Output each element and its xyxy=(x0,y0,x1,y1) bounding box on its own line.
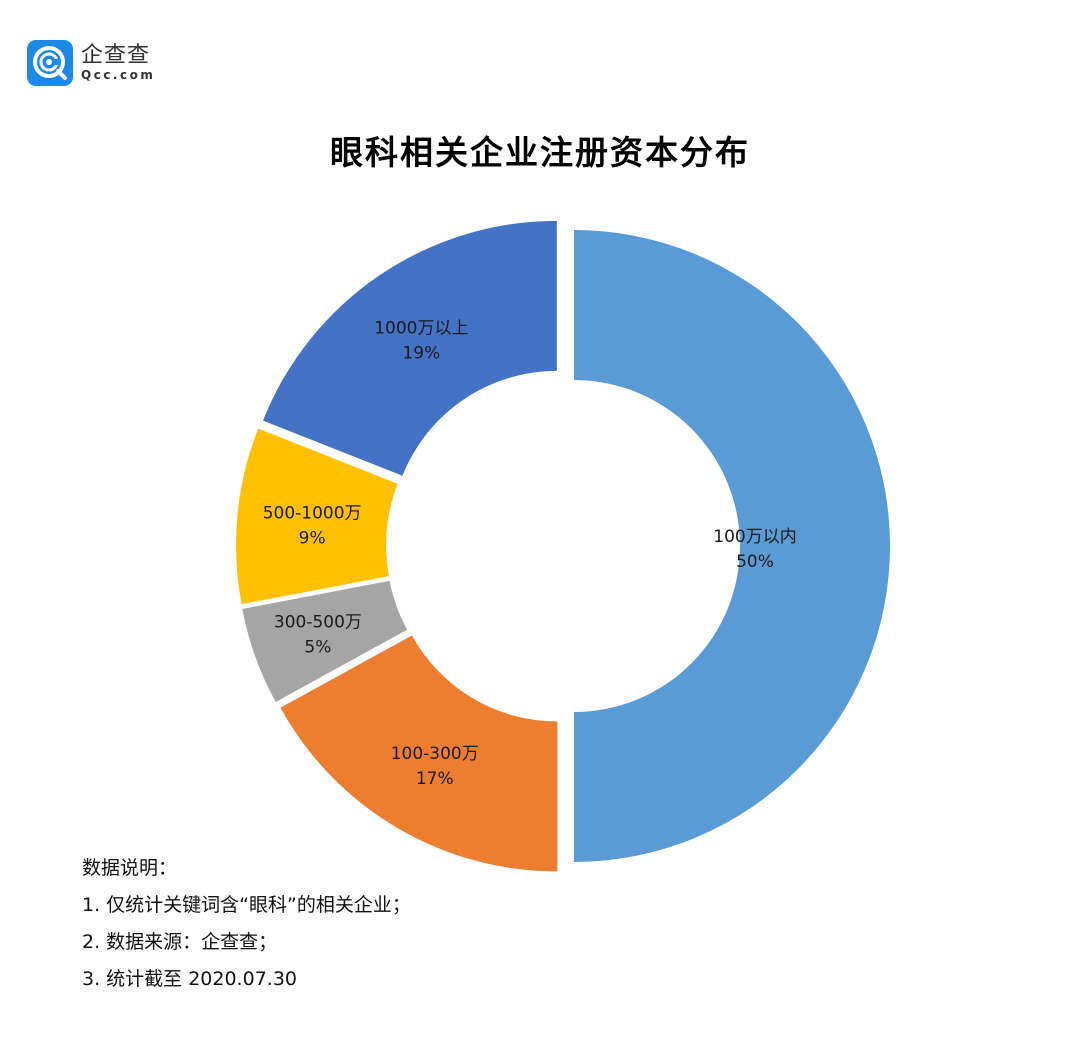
qcc-logo-icon xyxy=(27,40,73,86)
brand-name-en: Qcc.com xyxy=(81,68,156,82)
brand-name-cn: 企查查 xyxy=(81,43,151,68)
notes-heading: 数据说明： xyxy=(82,857,178,879)
slice-label-name: 100-300万 xyxy=(391,744,479,764)
donut-slice xyxy=(263,220,557,476)
note-item: 2. 数据来源：企查查； xyxy=(82,931,278,953)
donut-slice xyxy=(242,580,408,702)
brand-logo: 企查查 Qcc.com xyxy=(27,40,155,86)
note-item: 3. 统计截至 2020.07.30 xyxy=(82,968,297,990)
slice-label-name: 300-500万 xyxy=(274,612,362,632)
slice-label-pct: 9% xyxy=(299,528,326,548)
note-item: 1. 仅统计关键词含“眼科”的相关企业； xyxy=(82,894,411,916)
slice-label-pct: 5% xyxy=(304,637,331,657)
slice-label-name: 100万以内 xyxy=(713,527,796,547)
slice-label-pct: 50% xyxy=(736,552,774,572)
chart-title: 眼科相关企业注册资本分布 xyxy=(330,133,750,172)
donut-slice xyxy=(574,230,890,862)
slice-label-name: 500-1000万 xyxy=(263,503,362,523)
donut-slice xyxy=(280,635,558,872)
slice-label-pct: 19% xyxy=(402,344,440,364)
donut-slice xyxy=(236,428,398,605)
data-notes: 数据说明： 1. 仅统计关键词含“眼科”的相关企业； 2. 数据来源：企查查； … xyxy=(82,850,411,998)
slice-label-name: 1000万以上 xyxy=(374,319,468,339)
slice-label-pct: 17% xyxy=(416,769,454,789)
